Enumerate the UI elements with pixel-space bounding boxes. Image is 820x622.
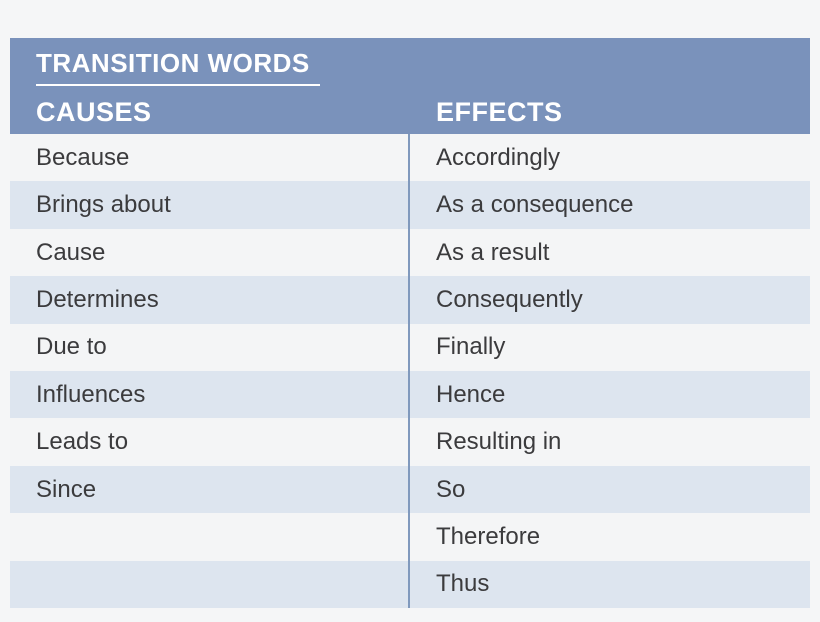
effect-cell: As a consequence	[436, 191, 634, 219]
effect-cell: Consequently	[436, 285, 583, 313]
table-row: Since So	[10, 465, 810, 514]
cause-cell: Determines	[36, 285, 159, 313]
table-row: Determines Consequently	[10, 276, 810, 324]
effect-cell: Resulting in	[436, 428, 562, 456]
effect-cell: Accordingly	[436, 143, 561, 171]
table-row: Therefore	[10, 513, 810, 561]
cause-cell: Since	[36, 475, 97, 503]
table-row: Brings about As a consequence	[10, 181, 810, 229]
table-row: Due to Finally	[10, 323, 810, 372]
effect-cell: So	[436, 475, 466, 503]
effect-cell: Finally	[436, 333, 506, 361]
table-title: TRANSITION WORDS	[36, 48, 320, 86]
cause-cell: Leads to	[36, 428, 129, 456]
column-header-effects: EFFECTS	[436, 97, 563, 127]
cause-cell: Because	[36, 143, 130, 171]
table-row: Leads to Resulting in	[10, 418, 810, 466]
cause-cell: Due to	[36, 333, 107, 361]
effect-cell: Therefore	[436, 522, 541, 550]
column-divider	[408, 134, 410, 608]
table-row: Because Accordingly	[10, 134, 810, 182]
effect-cell: As a result	[436, 238, 550, 266]
column-header-causes: CAUSES	[36, 97, 152, 127]
table-row: Thus	[10, 560, 810, 609]
effect-cell: Hence	[436, 380, 506, 408]
effect-cell: Thus	[436, 570, 490, 598]
transition-words-table: TRANSITION WORDS CAUSES EFFECTS Because …	[10, 38, 810, 609]
table-row: Cause As a result	[10, 228, 810, 277]
cause-cell: Brings about	[36, 191, 171, 219]
cause-cell: Cause	[36, 238, 106, 266]
table-row: Influences Hence	[10, 371, 810, 419]
cause-cell: Influences	[36, 380, 146, 408]
table-header: TRANSITION WORDS CAUSES EFFECTS	[10, 38, 810, 134]
table-body: Because Accordingly Brings about As a co…	[10, 134, 810, 609]
